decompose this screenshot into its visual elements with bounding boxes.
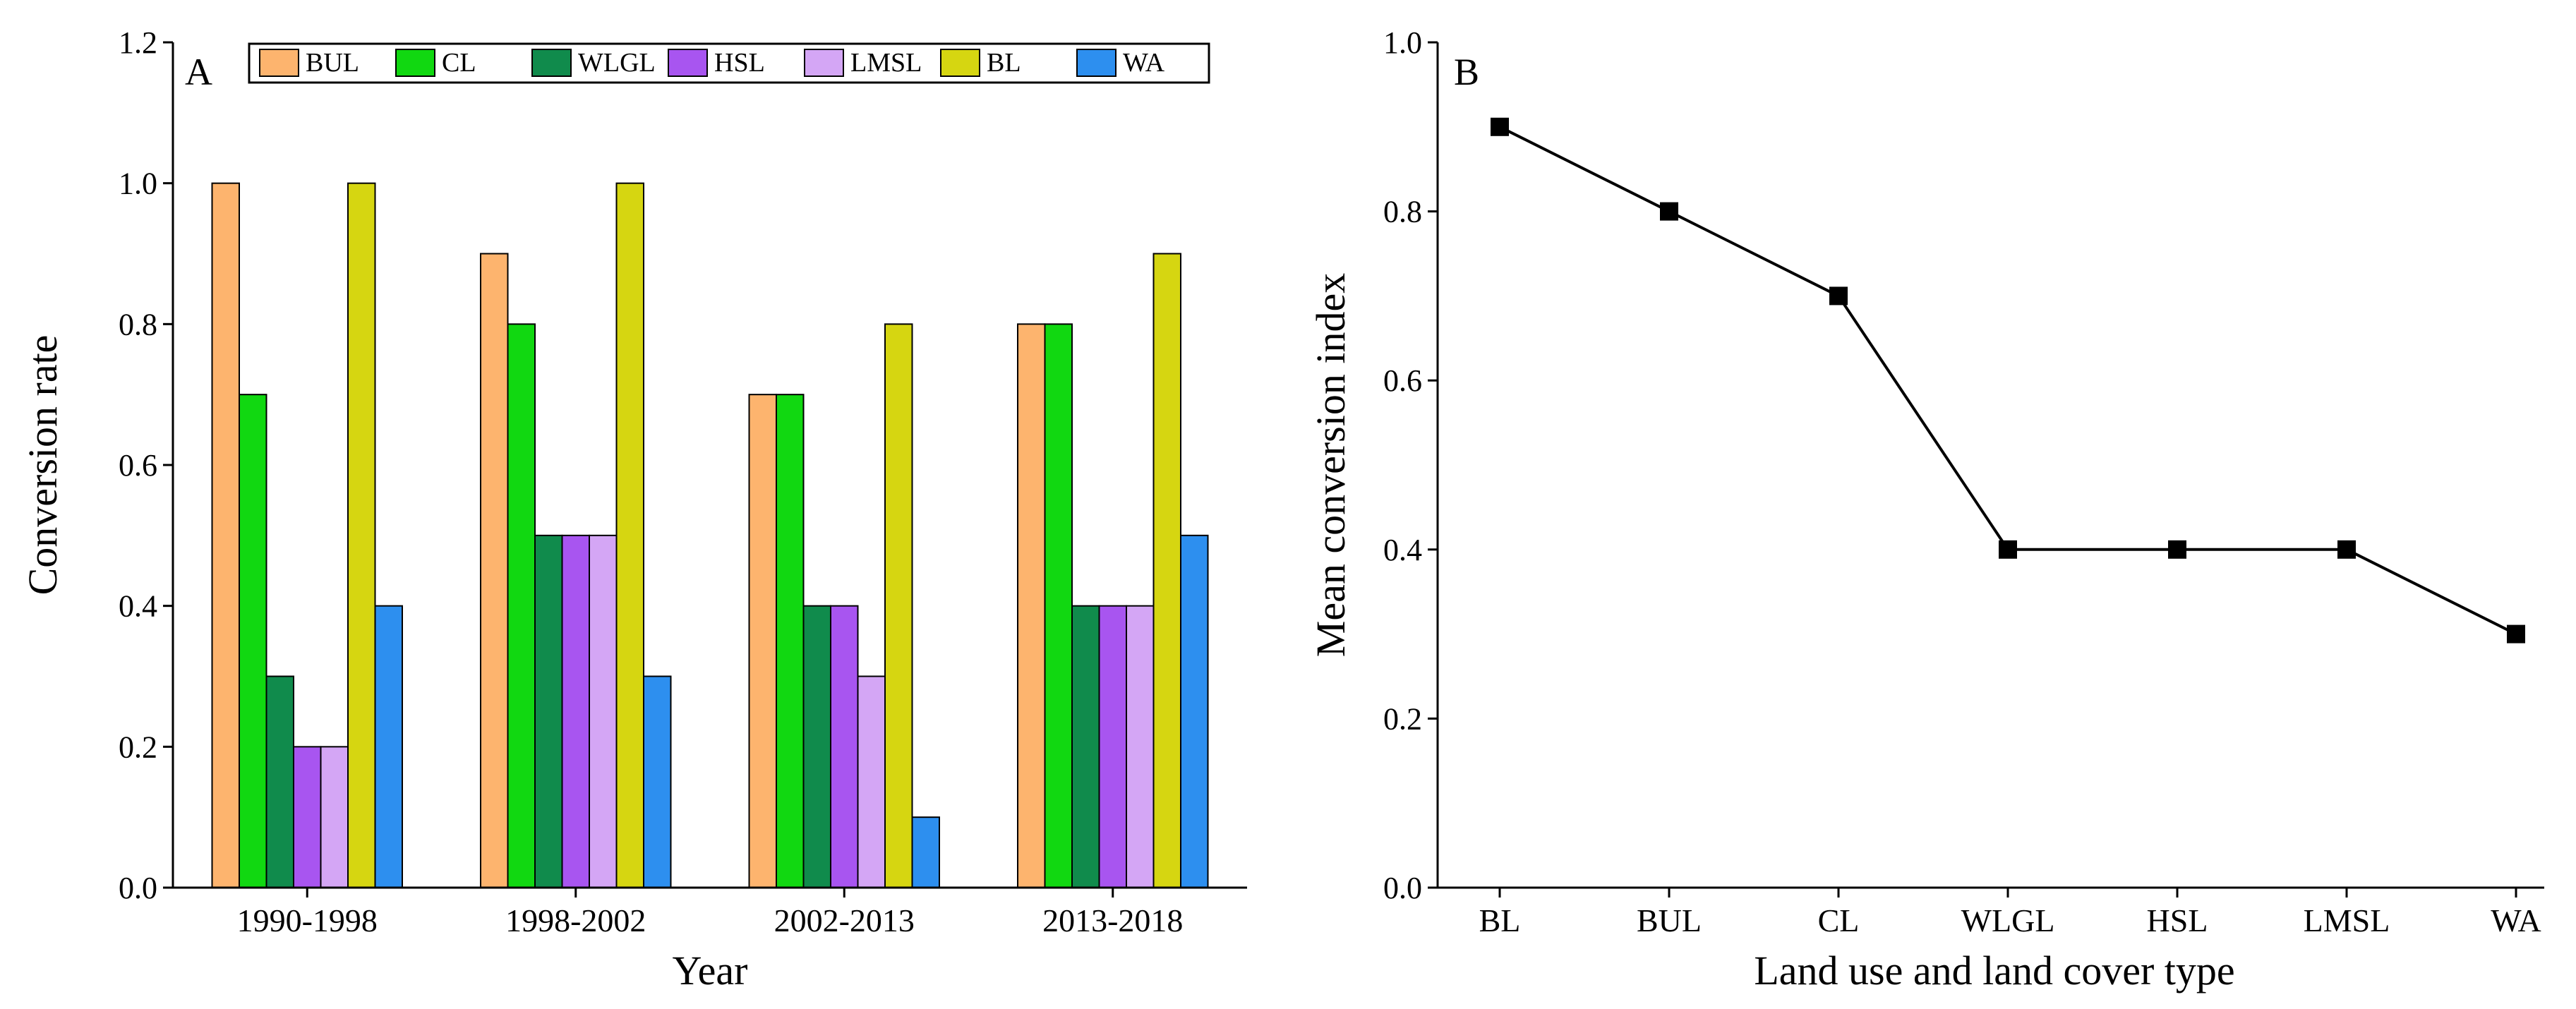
y-tick-label: 0.2 [119, 730, 157, 764]
point-lmsl [2337, 540, 2356, 559]
legend-swatch-lmsl [804, 49, 844, 77]
bar-bl-1990-1998 [347, 182, 376, 888]
bar-hsl-2013-2018 [1098, 605, 1127, 889]
point-wa [2507, 624, 2525, 644]
legend-swatch-bul [259, 49, 299, 77]
legend-label-wlgl: WLGL [578, 48, 656, 78]
y-axis-label-a: Conversion rate [20, 335, 66, 596]
x-axis-label-a: Year [673, 948, 748, 993]
y-tick-label: 0.4 [119, 589, 157, 624]
bar-bl-2013-2018 [1152, 253, 1181, 888]
bar-hsl-1990-1998 [293, 746, 322, 889]
bar-bl-2002-2013 [884, 323, 913, 889]
x-axis-label-b: Land use and land cover type [1754, 948, 2234, 993]
legend-swatch-wa [1076, 49, 1117, 77]
bar-group [211, 182, 1209, 889]
bar-wa-2002-2013 [911, 816, 940, 888]
y-tick-label: 0.4 [1383, 533, 1422, 567]
legend-label-hsl: HSL [714, 48, 765, 78]
y-tick-label: 0.8 [119, 307, 157, 342]
bar-cl-1998-2002 [507, 323, 536, 889]
bar-wlgl-2002-2013 [802, 605, 831, 889]
point-bl [1491, 117, 1509, 136]
x-tick-label: BL [1479, 902, 1521, 938]
bar-bl-1998-2002 [615, 182, 644, 888]
legend-swatch-bl [940, 49, 980, 77]
line-series [1491, 117, 2525, 644]
y-tick-label: 0.6 [119, 448, 157, 483]
legend-label-bul: BUL [306, 48, 359, 78]
panel-label-b: B [1454, 51, 1479, 93]
bar-bul-1990-1998 [211, 182, 240, 888]
x-tick-label: WA [2491, 902, 2541, 938]
y-axis-ticks: 0.0 0.2 0.4 0.6 0.8 1.0 [1383, 25, 1438, 905]
point-wlgl [1999, 540, 2017, 559]
y-tick-label: 1.0 [119, 167, 157, 201]
bar-wa-2013-2018 [1180, 534, 1209, 888]
y-axis-ticks: 0.0 0.2 0.4 0.6 0.8 1.0 1.2 [119, 25, 173, 905]
bar-bul-2013-2018 [1017, 323, 1046, 889]
y-tick-label: 1.0 [1383, 25, 1422, 60]
legend-label-cl: CL [442, 48, 476, 78]
point-bul [1660, 202, 1678, 221]
bar-wlgl-1998-2002 [534, 534, 563, 888]
x-axis-ticks: 1990-1998 1998-2002 2002-2013 2013-2018 [237, 888, 1183, 938]
bar-lmsl-1998-2002 [589, 534, 618, 888]
x-tick-label: 1998-2002 [505, 902, 646, 938]
x-tick-label: 2013-2018 [1042, 902, 1183, 938]
y-tick-label: 0.0 [1383, 871, 1422, 905]
legend-swatch-cl [395, 49, 435, 77]
bar-hsl-1998-2002 [561, 534, 590, 888]
bar-wlgl-2013-2018 [1071, 605, 1100, 889]
x-tick-label: 2002-2013 [774, 902, 915, 938]
bar-cl-2002-2013 [776, 394, 805, 888]
legend-label-bl: BL [987, 48, 1021, 78]
x-tick-label: CL [1818, 902, 1860, 938]
chart-a: 0.0 0.2 0.4 0.6 0.8 1.0 1.2 1990-1998 1998-2002… [20, 25, 1247, 993]
y-tick-label: 0.2 [1383, 701, 1422, 736]
bar-wa-1998-2002 [643, 675, 672, 888]
bar-bul-1998-2002 [480, 253, 509, 888]
bar-cl-2013-2018 [1044, 323, 1073, 889]
legend-label-wa: WA [1123, 48, 1165, 78]
y-tick-label: 1.2 [119, 25, 157, 60]
y-tick-label: 0.8 [1383, 195, 1422, 229]
chart-b: 0.00.20.40.60.81.0 BL BUL CL WLGL HSL LMSL WA … [1308, 25, 2544, 993]
chart-b-axes [1436, 42, 2544, 889]
y-axis-label-b: Mean conversion index [1308, 273, 1354, 657]
bar-lmsl-2013-2018 [1126, 605, 1155, 889]
bar-hsl-2002-2013 [830, 605, 859, 889]
point-hsl [2168, 540, 2186, 559]
legend: BUL CL WLGL HSL LMSL BL WA [248, 42, 1210, 84]
y-tick-label: 0.0 [119, 871, 157, 905]
x-tick-label: 1990-1998 [237, 902, 378, 938]
bar-wlgl-1990-1998 [265, 675, 294, 888]
panel-label-a: A [185, 51, 212, 93]
x-axis-ticks: BL BUL CL WLGL HSL LMSL WA [1479, 888, 2541, 938]
bar-cl-1990-1998 [239, 394, 267, 888]
legend-label-lmsl: LMSL [850, 48, 922, 78]
x-tick-label: HSL [2147, 902, 2208, 938]
x-tick-label: BUL [1637, 902, 1702, 938]
point-cl [1829, 286, 1848, 306]
legend-swatch-wlgl [531, 49, 572, 77]
y-tick-label: 0.6 [1383, 363, 1422, 398]
x-tick-label: LMSL [2304, 902, 2390, 938]
bar-wa-1990-1998 [374, 605, 403, 889]
x-tick-label: WLGL [1961, 902, 2055, 938]
bar-lmsl-2002-2013 [857, 675, 886, 888]
legend-swatch-hsl [668, 49, 708, 77]
bar-bul-2002-2013 [748, 394, 777, 888]
bar-lmsl-1990-1998 [320, 746, 349, 889]
